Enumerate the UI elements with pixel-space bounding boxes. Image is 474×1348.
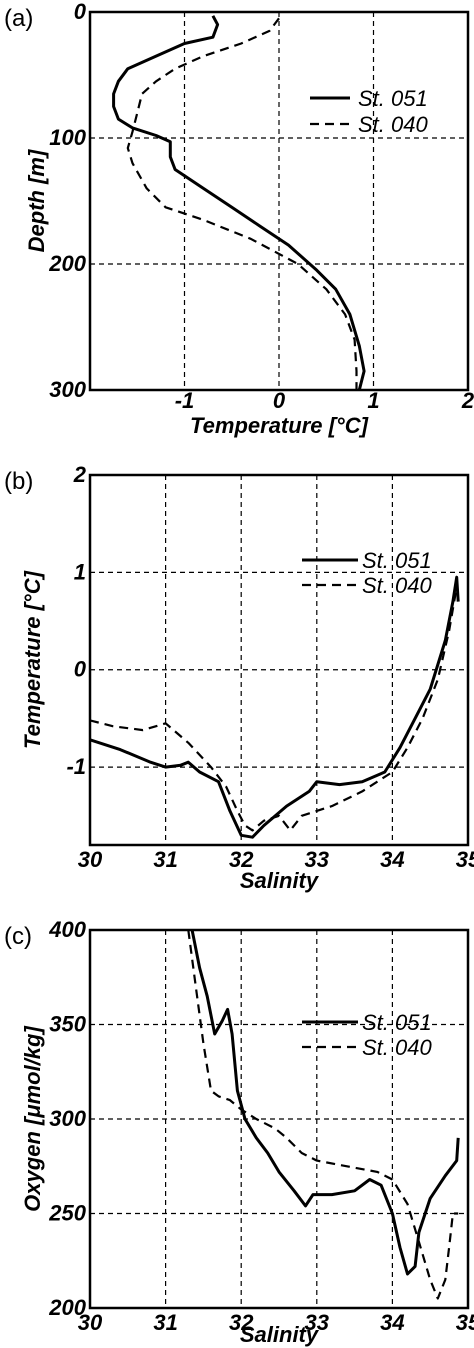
x-axis-title: Salinity <box>240 1322 320 1347</box>
legend-label: St. 051 <box>358 86 428 111</box>
y-axis-title: Oxygen [μmol/kg] <box>20 1026 45 1212</box>
panel-label: (a) <box>4 5 33 32</box>
chart-panel-a: (a) -1 0 1 2 0 100 200 300 Temperature [°C] Depth … <box>4 0 474 438</box>
legend-label: St. 040 <box>362 1035 432 1060</box>
plot-frame <box>88 10 470 392</box>
series-line-st-040 <box>126 17 358 390</box>
x-tick-label: 31 <box>153 1310 177 1335</box>
y-tick-label: 400 <box>48 917 86 942</box>
x-tick-label: 34 <box>380 1310 404 1335</box>
x-tick-label: 33 <box>305 1310 329 1335</box>
y-axis-title: Depth [m] <box>24 149 49 252</box>
series-line-st-040 <box>187 930 459 1300</box>
y-tick-label: 250 <box>48 1201 86 1226</box>
x-tick-label: 35 <box>456 1310 474 1335</box>
x-tick-label: 33 <box>305 847 329 872</box>
x-tick-label: 32 <box>229 847 254 872</box>
x-axis-title: Salinity <box>240 868 320 893</box>
x-tick-label: 30 <box>78 847 103 872</box>
x-tick-label: 30 <box>78 1310 103 1335</box>
x-tick-label: -1 <box>175 388 195 413</box>
series-line-st-051 <box>112 15 366 390</box>
y-tick-label: 300 <box>49 1106 86 1131</box>
y-axis-title: Temperature [°C] <box>20 570 45 749</box>
series-line-st-040 <box>90 586 458 832</box>
legend-label: St. 040 <box>358 112 428 137</box>
x-tick-label: 2 <box>461 388 474 413</box>
x-tick-label: 1 <box>367 388 379 413</box>
x-tick-label: 31 <box>153 847 177 872</box>
y-tick-label: 350 <box>49 1012 86 1037</box>
panel-label: (b) <box>4 468 33 495</box>
x-tick-label: 32 <box>229 1310 254 1335</box>
plot-frame <box>88 473 470 847</box>
y-tick-label: -1 <box>66 754 86 779</box>
y-tick-label: 300 <box>49 377 86 402</box>
legend-label: St. 040 <box>362 573 432 598</box>
y-tick-label: 200 <box>48 1295 86 1320</box>
legend-label: St. 051 <box>362 548 432 573</box>
panel-label: (c) <box>4 923 32 950</box>
y-tick-label: 200 <box>48 251 86 276</box>
x-tick-label: 35 <box>456 847 474 872</box>
chart-panel-b: (b) 30 31 32 33 34 35 -1 0 1 2 Salinity Temperature … <box>4 462 474 893</box>
series-line-st-051 <box>90 575 460 839</box>
x-tick-label: 0 <box>273 388 286 413</box>
y-tick-label: 0 <box>74 0 87 24</box>
chart-panel-c: (c) 30 31 32 33 34 35 200 250 300 350 400 Salinity Ox… <box>4 917 474 1347</box>
y-tick-label: 0 <box>74 657 87 682</box>
x-axis-title: Temperature [°C] <box>190 413 369 438</box>
x-tick-label: 34 <box>380 847 404 872</box>
y-tick-label: 1 <box>74 559 86 584</box>
plot-frame <box>88 928 470 1310</box>
y-tick-label: 100 <box>49 125 86 150</box>
y-tick-label: 2 <box>73 462 87 487</box>
legend-label: St. 051 <box>362 1010 432 1035</box>
series-line-st-051 <box>190 930 460 1276</box>
